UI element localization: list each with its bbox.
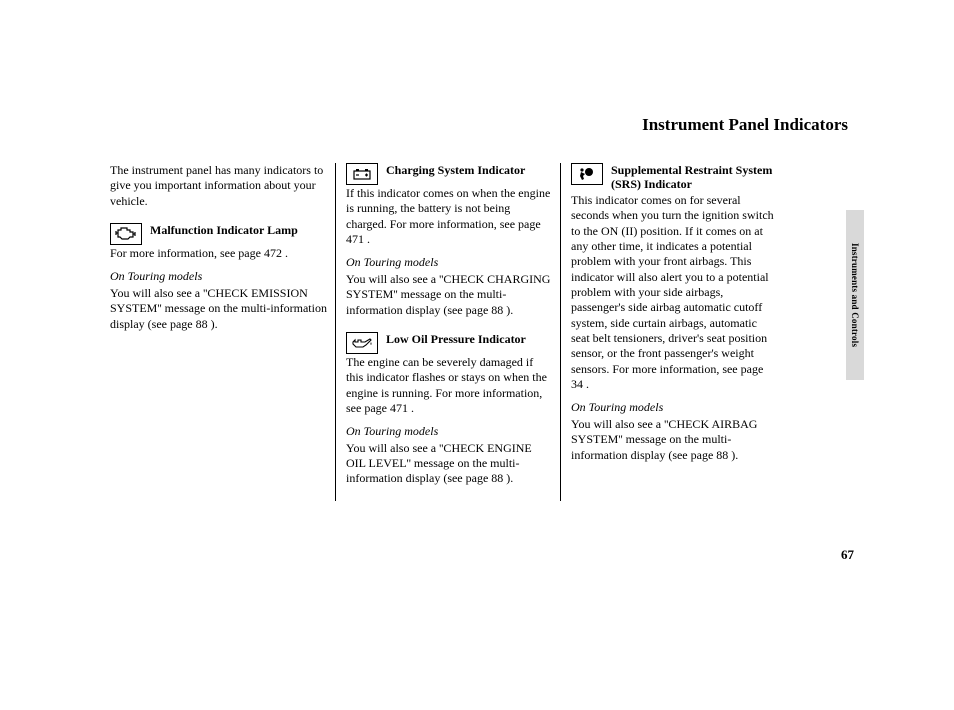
note-body: You will also see a ''CHECK ENGINE OIL L… [346, 441, 552, 487]
section-malfunction: Malfunction Indicator Lamp For more info… [110, 223, 327, 332]
page-title: Instrument Panel Indicators [110, 115, 850, 135]
column-2: Charging System Indicator If this indica… [335, 163, 560, 501]
engine-icon [110, 223, 142, 245]
section-body: The engine can be severely damaged if th… [346, 355, 552, 416]
section-head: Charging System Indicator [346, 163, 552, 185]
section-title: Malfunction Indicator Lamp [150, 223, 298, 237]
side-tab: Instruments and Controls [846, 210, 864, 380]
note-body: You will also see a ''CHECK CHARGING SYS… [346, 272, 552, 318]
section-title: Supplemental Restraint System (SRS) Indi… [611, 163, 777, 192]
column-3: Supplemental Restraint System (SRS) Indi… [560, 163, 785, 501]
section-body: This indicator comes on for several seco… [571, 193, 777, 393]
section-oil: Low Oil Pressure Indicator The engine ca… [346, 332, 552, 487]
intro-text: The instrument panel has many indicators… [110, 163, 327, 209]
note-heading: On Touring models [571, 400, 777, 415]
battery-icon [346, 163, 378, 185]
section-srs: Supplemental Restraint System (SRS) Indi… [571, 163, 777, 463]
column-1: The instrument panel has many indicators… [110, 163, 335, 501]
columns: The instrument panel has many indicators… [110, 163, 850, 501]
note-heading: On Touring models [110, 269, 327, 284]
page-content: Instrument Panel Indicators The instrume… [110, 115, 850, 501]
side-tab-label: Instruments and Controls [850, 243, 860, 347]
note-body: You will also see a ''CHECK EMISSION SYS… [110, 286, 327, 332]
section-head: Low Oil Pressure Indicator [346, 332, 552, 354]
section-head: Malfunction Indicator Lamp [110, 223, 327, 245]
section-body: For more information, see page 472 . [110, 246, 327, 261]
note-body: You will also see a ''CHECK AIRBAG SYSTE… [571, 417, 777, 463]
page-number: 67 [841, 547, 854, 563]
airbag-icon [571, 163, 603, 185]
section-body: If this indicator comes on when the engi… [346, 186, 552, 247]
section-charging: Charging System Indicator If this indica… [346, 163, 552, 318]
oil-can-icon [346, 332, 378, 354]
note-heading: On Touring models [346, 424, 552, 439]
section-title: Charging System Indicator [386, 163, 525, 177]
section-head: Supplemental Restraint System (SRS) Indi… [571, 163, 777, 192]
note-heading: On Touring models [346, 255, 552, 270]
section-title: Low Oil Pressure Indicator [386, 332, 526, 346]
